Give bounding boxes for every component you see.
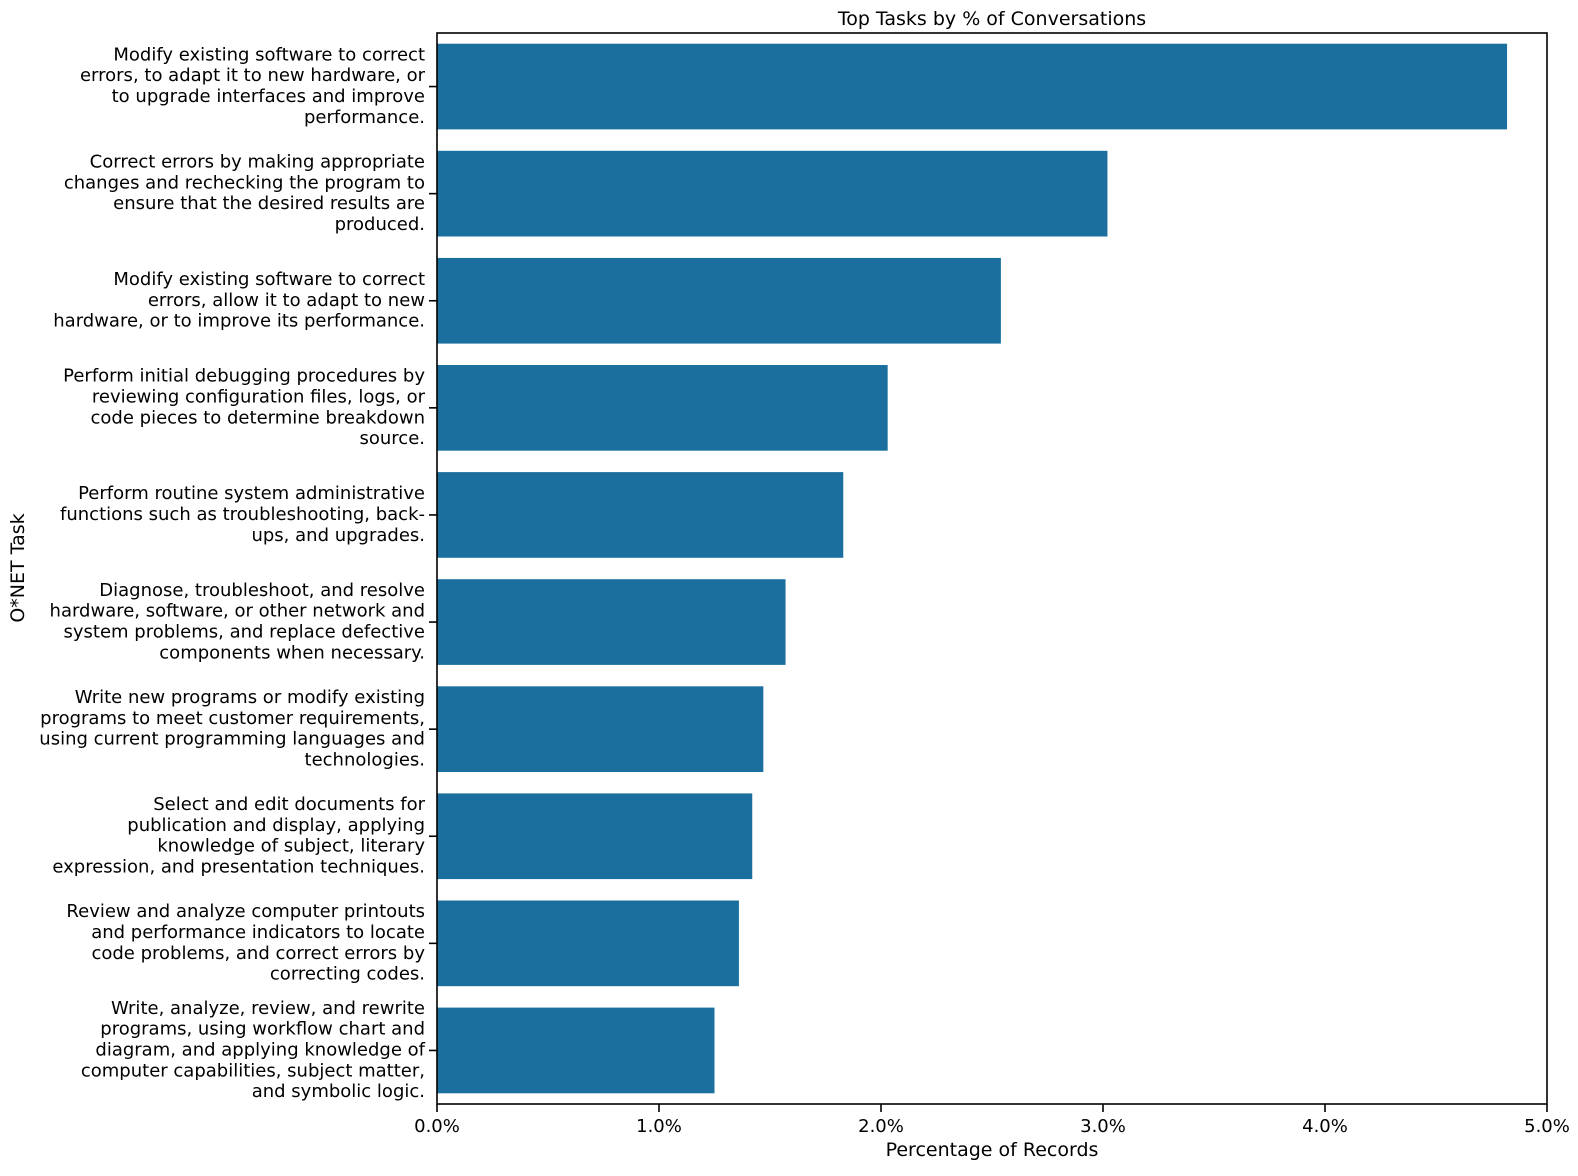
y-tick-label-3: Modify existing software to correct error… bbox=[53, 269, 425, 332]
x-tick-label-2: 1.0% bbox=[636, 1116, 682, 1137]
y-tick-label-7: Write new programs or modify existing pro… bbox=[39, 687, 425, 770]
bar-7 bbox=[437, 686, 764, 772]
y-tick-label-line: code problems, and correct errors by bbox=[91, 943, 425, 964]
x-tick-label-5: 4.0% bbox=[1302, 1116, 1348, 1137]
y-tick-label-4: Perform initial debugging procedures by r… bbox=[63, 366, 425, 449]
y-tick-label-line: Modify existing software to correct bbox=[113, 44, 425, 65]
bar-10 bbox=[437, 1007, 715, 1094]
bar-1 bbox=[437, 43, 1508, 130]
y-tick-label-line: diagram, and applying knowledge of bbox=[95, 1039, 425, 1060]
y-tick-label-line: Diagnose, troubleshoot, and resolve bbox=[99, 580, 425, 601]
y-tick-label-6: Diagnose, troubleshoot, and resolve hardw… bbox=[50, 580, 425, 663]
y-tick-label-line: ups, and upgrades. bbox=[251, 525, 425, 546]
y-tick-layer: Modify existing software to correct error… bbox=[39, 44, 437, 1102]
bar-6 bbox=[437, 579, 786, 665]
x-tick-label-1: 0.0% bbox=[414, 1116, 460, 1137]
y-tick-label-line: source. bbox=[360, 428, 426, 449]
y-tick-label-line: hardware, or to improve its performance. bbox=[53, 311, 425, 332]
y-tick-label-line: hardware, software, or other network and bbox=[50, 601, 425, 622]
y-tick-label-line: Select and edit documents for bbox=[153, 794, 425, 815]
y-tick-label-line: Correct errors by making appropriate bbox=[90, 151, 425, 172]
y-tick-label-line: functions such as troubleshooting, back- bbox=[60, 504, 425, 525]
y-tick-label-line: and performance indicators to locate bbox=[91, 922, 425, 943]
y-tick-label-line: ensure that the desired results are bbox=[113, 193, 425, 214]
y-tick-label-9: Review and analyze computer printouts and… bbox=[66, 901, 425, 984]
y-tick-label-line: knowledge of subject, literary bbox=[157, 836, 425, 857]
bar-5 bbox=[437, 472, 844, 558]
y-tick-label-1: Modify existing software to correct error… bbox=[80, 44, 426, 127]
bar-3 bbox=[437, 257, 1001, 344]
y-axis-label: O*NET Task bbox=[7, 513, 29, 622]
y-tick-label-line: Perform initial debugging procedures by bbox=[63, 366, 425, 387]
y-tick-label-5: Perform routine system administrative fun… bbox=[60, 483, 425, 546]
x-tick-label-6: 5.0% bbox=[1524, 1116, 1570, 1137]
y-tick-label-line: code pieces to determine breakdown bbox=[91, 407, 425, 428]
y-tick-label-line: produced. bbox=[335, 214, 425, 235]
y-tick-label-line: changes and rechecking the program to bbox=[64, 172, 425, 193]
y-tick-label-line: programs, using workflow chart and bbox=[100, 1019, 425, 1040]
y-tick-label-line: correcting codes. bbox=[270, 964, 425, 985]
bars-layer bbox=[437, 43, 1508, 1094]
y-tick-label-line: system problems, and replace defective bbox=[63, 621, 425, 642]
y-tick-label-line: Write, analyze, review, and rewrite bbox=[111, 998, 425, 1019]
x-axis-label: Percentage of Records bbox=[886, 1139, 1099, 1161]
y-tick-label-line: Write new programs or modify existing bbox=[75, 687, 425, 708]
x-tick-label-3: 2.0% bbox=[858, 1116, 904, 1137]
y-tick-label-line: publication and display, applying bbox=[127, 815, 425, 836]
y-tick-label-line: Review and analyze computer printouts bbox=[66, 901, 425, 922]
y-tick-label-line: errors, allow it to adapt to new bbox=[148, 290, 425, 311]
y-tick-label-line: components when necessary. bbox=[159, 642, 425, 663]
y-tick-label-2: Correct errors by making appropriate chan… bbox=[64, 151, 425, 234]
bar-2 bbox=[437, 150, 1108, 237]
plot-frame bbox=[436, 32, 1548, 1105]
bar-8 bbox=[437, 793, 753, 880]
chart-title: Top Tasks by % of Conversations bbox=[837, 8, 1146, 30]
y-tick-label-line: using current programming languages and bbox=[39, 729, 425, 750]
y-tick-label-line: Perform routine system administrative bbox=[78, 483, 425, 504]
y-tick-label-line: reviewing configuration files, logs, or bbox=[92, 386, 426, 407]
bar-4 bbox=[437, 365, 888, 451]
y-tick-label-8: Select and edit documents for publication… bbox=[52, 794, 425, 877]
y-tick-label-line: to upgrade interfaces and improve bbox=[112, 86, 425, 107]
bar-9 bbox=[437, 900, 739, 987]
y-tick-label-line: technologies. bbox=[305, 749, 425, 770]
y-tick-label-line: computer capabilities, subject matter, bbox=[81, 1060, 425, 1081]
y-tick-label-line: performance. bbox=[304, 107, 425, 128]
y-tick-label-10: Write, analyze, review, and rewrite progr… bbox=[81, 998, 426, 1102]
y-tick-label-line: Modify existing software to correct bbox=[113, 269, 425, 290]
x-tick-layer: 0.0% 1.0% 2.0% 3.0% 4.0% 5.0% bbox=[414, 1104, 1570, 1137]
x-tick-label-4: 3.0% bbox=[1080, 1116, 1126, 1137]
y-tick-label-line: errors, to adapt it to new hardware, or bbox=[80, 65, 426, 86]
y-tick-label-line: and symbolic logic. bbox=[252, 1081, 425, 1102]
y-tick-label-line: expression, and presentation techniques. bbox=[52, 856, 425, 877]
y-tick-label-line: programs to meet customer requirements, bbox=[40, 708, 425, 729]
